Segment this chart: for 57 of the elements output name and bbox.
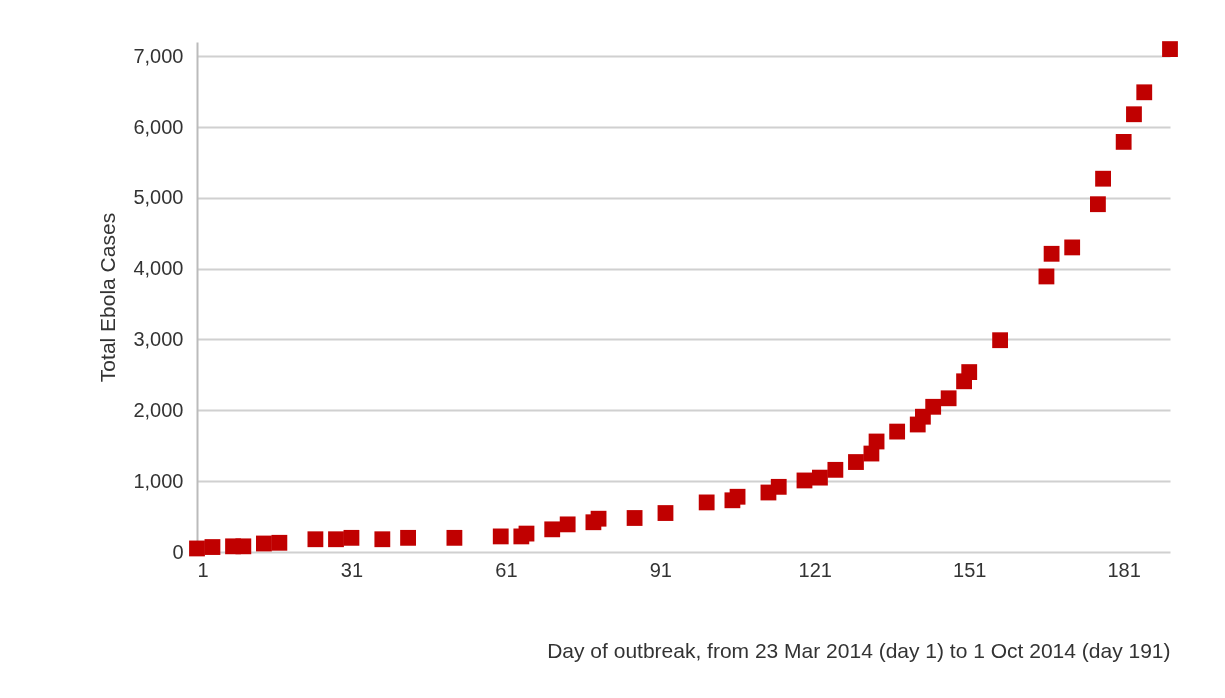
point bbox=[590, 510, 607, 527]
point bbox=[307, 531, 324, 548]
x-tick-label: 91 bbox=[649, 558, 672, 581]
point bbox=[827, 461, 844, 478]
point bbox=[400, 529, 416, 546]
point bbox=[559, 516, 576, 533]
point bbox=[544, 521, 561, 538]
point bbox=[446, 529, 463, 546]
point bbox=[1064, 239, 1081, 256]
point bbox=[271, 534, 288, 551]
y-tick-label: 3,000 bbox=[133, 328, 184, 350]
y-tick-label: 4,000 bbox=[133, 257, 184, 280]
y-tick-label: 7,000 bbox=[133, 44, 184, 67]
y-tick-label: 5,000 bbox=[133, 186, 184, 209]
point bbox=[492, 528, 509, 545]
point bbox=[812, 469, 828, 486]
point bbox=[235, 538, 252, 555]
point bbox=[626, 510, 643, 526]
point bbox=[729, 488, 746, 505]
x-tick-label: 121 bbox=[798, 558, 832, 581]
point bbox=[848, 454, 864, 470]
point bbox=[940, 390, 957, 407]
x-tick-label: 31 bbox=[340, 558, 364, 581]
point bbox=[925, 398, 942, 415]
point bbox=[328, 531, 344, 548]
point bbox=[1095, 170, 1111, 187]
point bbox=[1043, 245, 1060, 262]
point bbox=[1115, 133, 1132, 150]
point bbox=[256, 535, 272, 552]
y-tick-label: 2,000 bbox=[133, 398, 184, 421]
point bbox=[961, 364, 978, 380]
y-tick-label: 6,000 bbox=[133, 115, 184, 138]
point bbox=[189, 540, 205, 557]
point bbox=[1038, 268, 1055, 285]
point bbox=[889, 423, 906, 440]
point bbox=[1162, 41, 1178, 57]
point bbox=[698, 494, 715, 511]
y-tick-label: 1,000 bbox=[133, 469, 184, 492]
point bbox=[1090, 196, 1106, 213]
x-tick-label: 151 bbox=[953, 558, 987, 581]
point bbox=[992, 332, 1009, 349]
y-axis-title: Total Ebola Cases bbox=[96, 212, 120, 383]
point bbox=[204, 539, 221, 555]
x-axis-title: Day of outbreak, from 23 Mar 2014 (day 1) to 1 Oct 2014 (day 191) bbox=[547, 638, 1171, 662]
point bbox=[657, 505, 674, 521]
point bbox=[796, 472, 813, 489]
x-tick-label: 181 bbox=[1107, 558, 1141, 581]
point bbox=[343, 529, 360, 546]
point bbox=[1126, 106, 1142, 123]
point bbox=[868, 433, 885, 450]
point bbox=[518, 525, 535, 542]
point bbox=[770, 478, 787, 495]
x-tick-label: 61 bbox=[495, 558, 518, 581]
point bbox=[1136, 84, 1153, 101]
y-tick-label: 0 bbox=[172, 540, 184, 563]
point bbox=[374, 531, 391, 548]
x-tick-label: 1 bbox=[197, 558, 209, 581]
